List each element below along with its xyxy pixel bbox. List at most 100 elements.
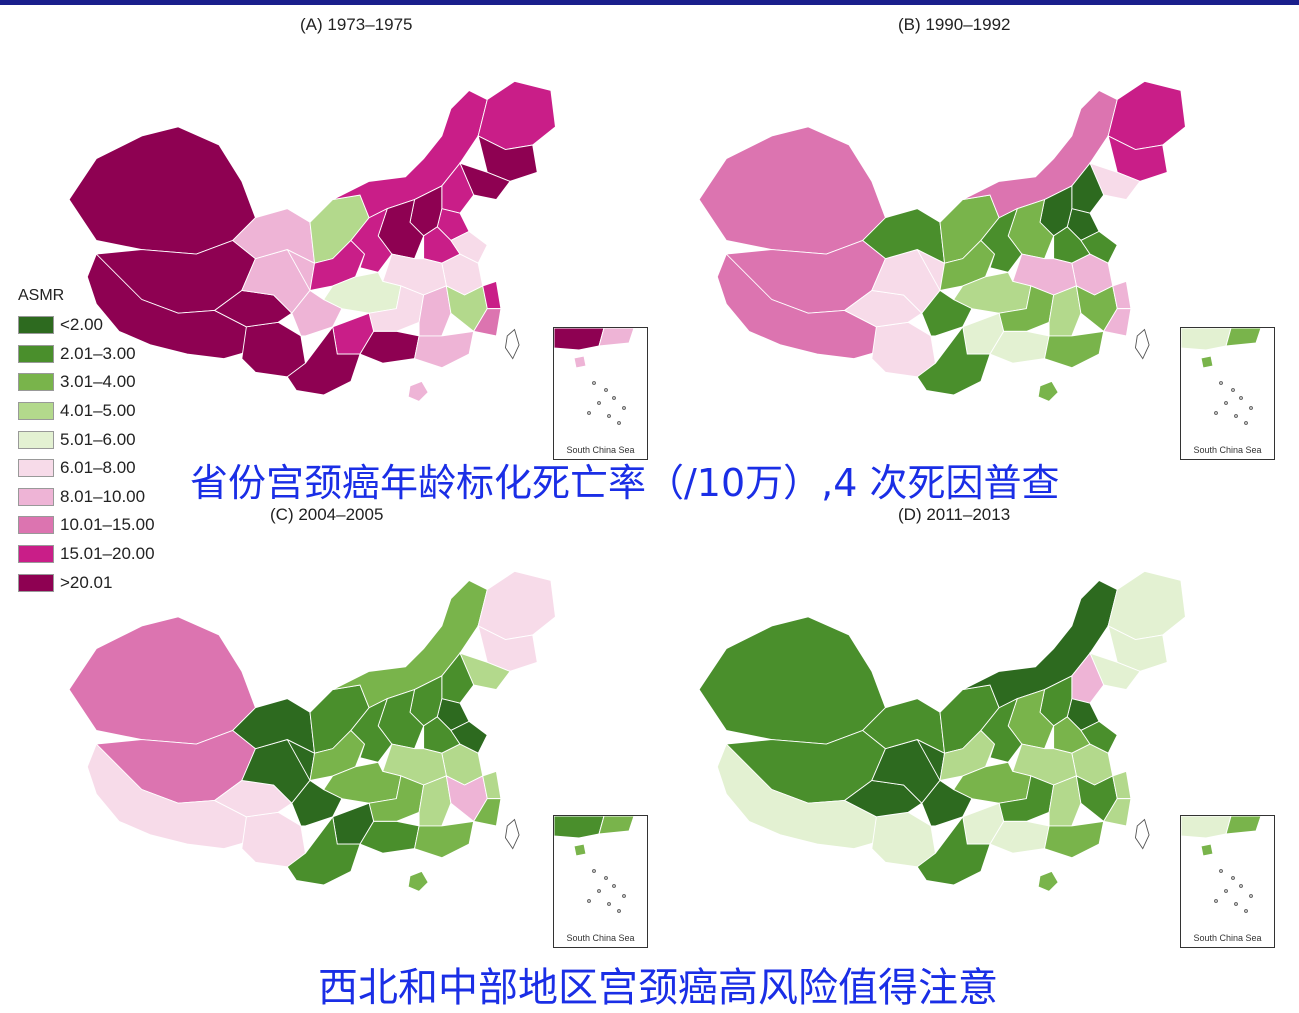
- province-region: [1107, 570, 1186, 641]
- island-mark: [1249, 406, 1253, 410]
- province-region: [477, 80, 556, 151]
- legend-item: <2.00: [18, 311, 155, 340]
- inset-region: [554, 328, 605, 351]
- province-region: [286, 249, 343, 337]
- province-region: [1080, 230, 1118, 264]
- legend-item: 6.01–8.00: [18, 454, 155, 483]
- island-mark: [1224, 401, 1228, 405]
- china-map: [698, 570, 1186, 892]
- inset-region: [1200, 843, 1214, 857]
- legend: ASMR <2.00 2.01–3.00 3.01–4.00 4.01–5.00 5.0…: [18, 287, 155, 597]
- island-mark: [1244, 909, 1248, 913]
- inset-region: [1181, 816, 1232, 839]
- inset-region: [573, 355, 587, 369]
- taiwan-outline: [504, 818, 520, 850]
- inset-map: [554, 816, 635, 913]
- province-region: [939, 239, 996, 292]
- province-region: [1102, 308, 1132, 337]
- inset-label: South China Sea: [1193, 445, 1262, 455]
- legend-item: >20.01: [18, 568, 155, 597]
- legend-item: 8.01–10.00: [18, 483, 155, 512]
- island-mark: [1234, 414, 1238, 418]
- legend-label: >20.01: [60, 572, 113, 592]
- province-region: [450, 230, 488, 264]
- top-accent-bar: [0, 0, 1299, 5]
- legend-label: 8.01–10.00: [60, 486, 146, 506]
- province-region: [871, 321, 936, 378]
- legend-swatch: [18, 373, 54, 392]
- island-mark: [587, 899, 591, 903]
- island-mark: [622, 894, 626, 898]
- inset-map: [1181, 816, 1262, 913]
- province-region: [241, 321, 306, 378]
- china-map: [698, 80, 1186, 402]
- legend-item: 10.01–15.00: [18, 511, 155, 540]
- province-region: [68, 616, 256, 745]
- province-region: [286, 815, 361, 886]
- island-mark: [1244, 421, 1248, 425]
- main-caption: 省份宫颈癌年龄标化死亡率（/10万）,4 次死因普查: [190, 461, 1060, 505]
- island-mark: [1249, 894, 1253, 898]
- legend-swatch: [18, 402, 54, 421]
- inset-region: [1181, 328, 1232, 351]
- province-region: [698, 616, 886, 745]
- legend-label: 15.01–20.00: [60, 544, 155, 564]
- legend-swatch: [18, 430, 54, 449]
- china-map: [68, 80, 556, 402]
- hainan-region: [407, 380, 429, 402]
- legend-items: <2.00 2.01–3.00 3.01–4.00 4.01–5.00 5.01–6.0…: [18, 311, 155, 597]
- province-region: [916, 815, 991, 886]
- island-mark: [622, 406, 626, 410]
- province-region: [68, 126, 256, 255]
- island-mark: [604, 876, 608, 880]
- legend-label: 2.01–3.00: [60, 343, 136, 363]
- island-mark: [592, 869, 596, 873]
- province-region: [916, 249, 973, 337]
- legend-label: <2.00: [60, 315, 104, 335]
- panel-title: (C) 2004–2005: [270, 505, 384, 524]
- province-region: [1107, 80, 1186, 151]
- island-mark: [1219, 381, 1223, 385]
- island-mark: [587, 411, 591, 415]
- inset-label: South China Sea: [566, 445, 635, 455]
- province-region: [1044, 330, 1105, 369]
- province-region: [1080, 720, 1118, 754]
- legend-swatch: [18, 316, 54, 335]
- province-region: [716, 253, 887, 360]
- island-mark: [612, 396, 616, 400]
- province-region: [472, 308, 502, 337]
- island-mark: [1239, 884, 1243, 888]
- inset-region: [573, 843, 587, 857]
- island-mark: [617, 909, 621, 913]
- province-region: [414, 820, 475, 859]
- province-region: [450, 720, 488, 754]
- province-region: [871, 811, 936, 868]
- province-region: [1044, 820, 1105, 859]
- legend-item: 5.01–6.00: [18, 425, 155, 454]
- island-mark: [1219, 869, 1223, 873]
- island-mark: [617, 421, 621, 425]
- hainan-region: [407, 870, 429, 892]
- china-map: [68, 570, 556, 892]
- province-region: [472, 798, 502, 827]
- legend-item: 15.01–20.00: [18, 540, 155, 569]
- province-region: [916, 739, 973, 827]
- south-china-sea-inset: South China Sea: [1180, 327, 1275, 460]
- legend-item: 2.01–3.00: [18, 340, 155, 369]
- legend-label: 3.01–4.00: [60, 372, 136, 392]
- island-mark: [597, 889, 601, 893]
- province-region: [1102, 798, 1132, 827]
- inset-region: [554, 816, 605, 839]
- legend-swatch: [18, 573, 54, 592]
- inset-region: [598, 328, 635, 347]
- legend-swatch: [18, 516, 54, 535]
- province-region: [698, 126, 886, 255]
- inset-map: [554, 328, 635, 425]
- hainan-region: [1037, 870, 1059, 892]
- legend-label: 4.01–5.00: [60, 401, 136, 421]
- inset-label: South China Sea: [1193, 933, 1262, 943]
- inset-region: [598, 816, 635, 835]
- taiwan-outline: [1134, 818, 1150, 850]
- province-region: [241, 811, 306, 868]
- south-china-sea-inset: South China Sea: [1180, 815, 1275, 948]
